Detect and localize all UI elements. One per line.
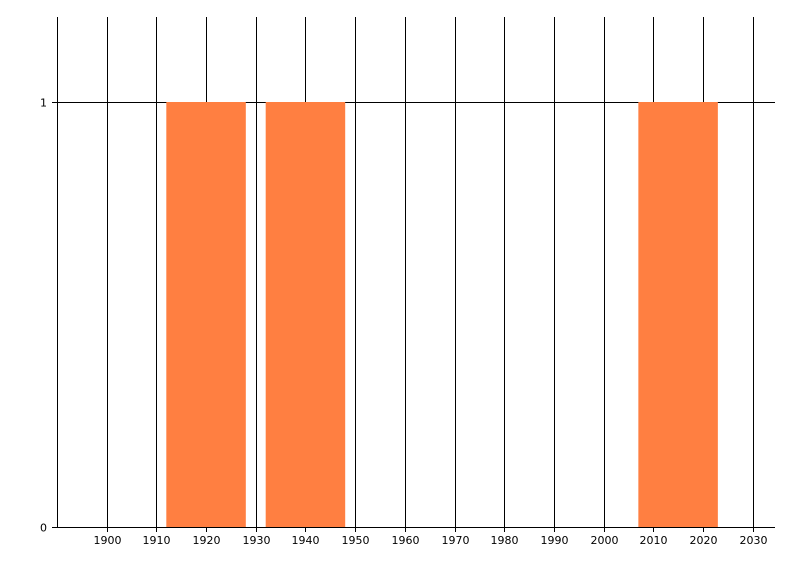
bars	[166, 102, 718, 527]
bar	[166, 102, 246, 527]
x-tick-label: 1960	[392, 534, 420, 547]
x-tick-label: 1930	[243, 534, 271, 547]
y-tick-label: 0	[40, 522, 47, 535]
x-tick-label: 2030	[740, 534, 768, 547]
bar	[638, 102, 718, 527]
x-tick-label: 2010	[640, 534, 668, 547]
x-tick-label: 1970	[442, 534, 470, 547]
tick-labels: 1900 1910 1920 1930 1940 1950 1960 1970 1980 1990…	[40, 97, 768, 548]
x-tick-label: 1940	[292, 534, 320, 547]
axes	[52, 17, 775, 528]
x-tick-label: 1950	[342, 534, 370, 547]
x-tick-label: 1900	[94, 534, 122, 547]
x-tick-label: 1990	[541, 534, 569, 547]
x-tick-label: 1920	[193, 534, 221, 547]
x-tick-label: 2000	[591, 534, 619, 547]
x-tick-label: 2020	[690, 534, 718, 547]
y-tick-label: 1	[40, 97, 47, 110]
x-tick-label: 1980	[491, 534, 519, 547]
x-tick-label: 1910	[143, 534, 171, 547]
bar	[265, 102, 346, 527]
